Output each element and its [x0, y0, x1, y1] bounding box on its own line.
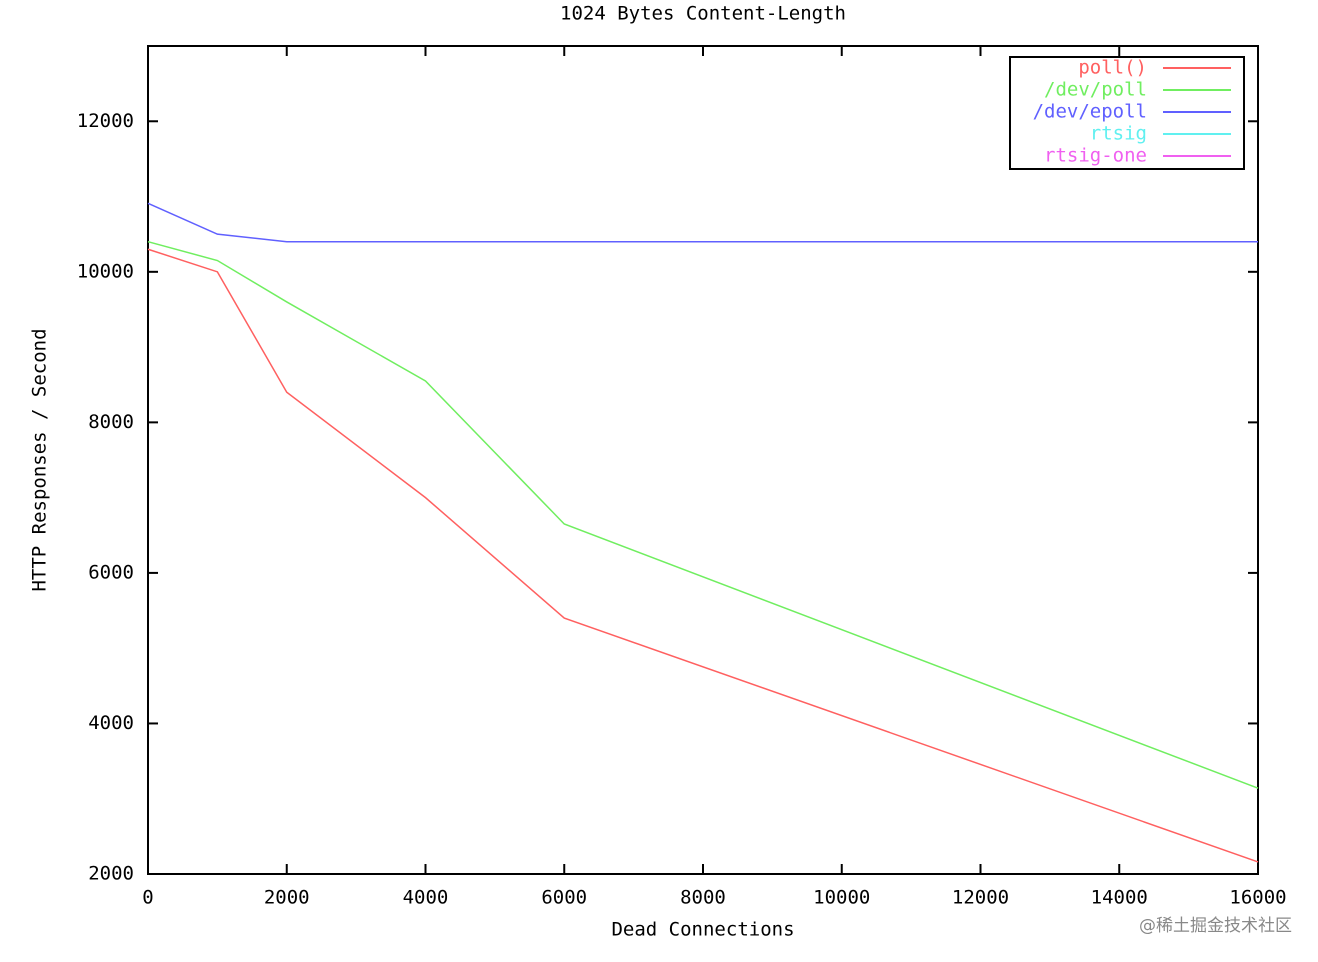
series-line: [147, 240, 1259, 789]
x-tick-label: 10000: [813, 887, 870, 909]
y-tick-label: 10000: [77, 260, 134, 282]
x-tick-label: 0: [142, 887, 153, 909]
x-tick-label: 2000: [264, 887, 310, 909]
plot-frame: [147, 45, 1259, 875]
y-tick-label: 4000: [88, 712, 134, 734]
series-line: [147, 248, 1259, 863]
y-tick-label: 6000: [88, 561, 134, 583]
y-tick-label: 2000: [88, 863, 134, 885]
series-line: [147, 202, 1258, 243]
y-tick-label: 12000: [77, 110, 134, 132]
x-tick-label: 4000: [403, 887, 449, 909]
legend-box: [1009, 56, 1245, 170]
legend-label: /dev/epoll: [1033, 101, 1147, 123]
legend-label: poll(): [1078, 57, 1147, 79]
y-axis-label: HTTP Responses / Second: [29, 328, 51, 591]
x-tick-label: 16000: [1229, 887, 1286, 909]
x-tick-label: 12000: [952, 887, 1009, 909]
x-axis-label: Dead Connections: [611, 919, 794, 941]
watermark: @稀土掘金技术社区: [1139, 916, 1292, 936]
legend-label: rtsig: [1090, 123, 1147, 145]
x-tick-label: 8000: [680, 887, 726, 909]
y-tick-label: 8000: [88, 411, 134, 433]
chart-title: 1024 Bytes Content-Length: [560, 3, 846, 25]
x-tick-label: 14000: [1091, 887, 1148, 909]
x-tick-label: 6000: [541, 887, 587, 909]
legend-label: /dev/poll: [1044, 79, 1147, 101]
legend-label: rtsig-one: [1044, 145, 1147, 167]
